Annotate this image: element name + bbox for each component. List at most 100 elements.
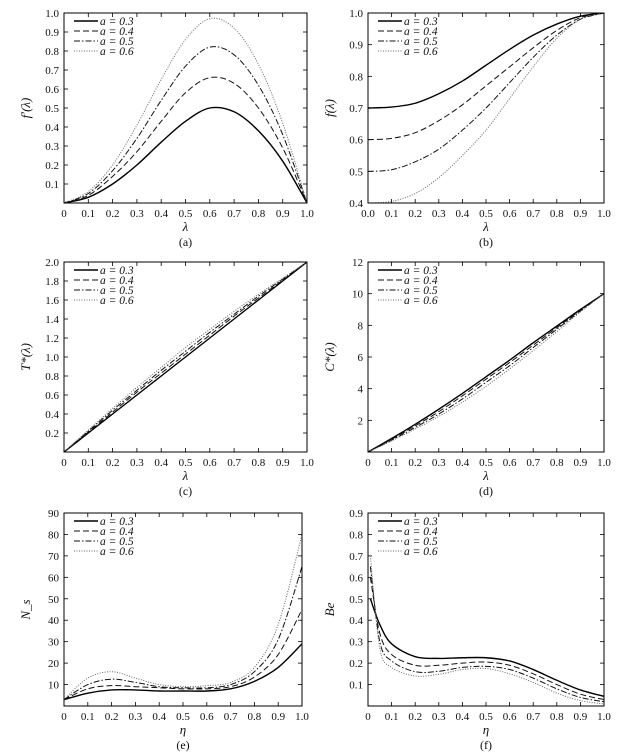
x-tick-label: 0.8 xyxy=(550,457,564,469)
y-tick-label: 0.9 xyxy=(349,40,363,52)
legend-label: a = 0.5 xyxy=(404,285,438,297)
y-tick-label: 1.4 xyxy=(45,314,59,326)
x-tick-label: 0.4 xyxy=(152,711,166,723)
y-axis-label: Be xyxy=(322,602,337,616)
x-tick-label: 1.0 xyxy=(300,208,314,220)
y-tick-label: 2 xyxy=(358,415,364,427)
x-tick-label: 0.6 xyxy=(203,208,217,220)
x-tick-label: 0.8 xyxy=(252,457,266,469)
y-tick-label: 0.1 xyxy=(45,179,59,191)
x-tick-label: 1.0 xyxy=(300,457,314,469)
series-line-06 xyxy=(64,534,302,700)
x-tick-label: 0.5 xyxy=(479,711,493,723)
legend-label: a = 0.3 xyxy=(404,16,438,28)
x-tick-label: 0.9 xyxy=(574,208,588,220)
series-line-04 xyxy=(64,609,302,701)
x-tick-label: 0.9 xyxy=(276,457,290,469)
panel-caption: (c) xyxy=(179,484,192,498)
x-tick-label: 0.6 xyxy=(503,711,517,723)
y-tick-label: 0.8 xyxy=(45,371,59,383)
x-tick-label: 1.0 xyxy=(597,208,611,220)
x-tick-label: 0.2 xyxy=(105,711,119,723)
legend-label: a = 0.5 xyxy=(100,36,134,48)
y-tick-label: 0.5 xyxy=(45,103,59,115)
x-tick-label: 0.7 xyxy=(526,457,540,469)
y-tick-label: 1.0 xyxy=(45,8,59,20)
y-tick-label: 10 xyxy=(48,680,60,692)
series-line-05 xyxy=(368,293,604,452)
panel-caption: (b) xyxy=(479,235,493,249)
x-tick-label: 0.9 xyxy=(271,711,285,723)
series-line-03 xyxy=(369,598,604,698)
y-tick-label: 0.3 xyxy=(45,141,59,153)
x-tick-label: 0.8 xyxy=(550,208,564,220)
series-line-04 xyxy=(64,262,307,452)
legend-label: a = 0.3 xyxy=(100,16,134,28)
y-tick-label: 40 xyxy=(48,615,60,627)
panel-c: 0 0.1 0.2 0.3 0.4 0.5 0.6 0.7 0.8 0.9 1.0 0.2 0.4 0.6… xyxy=(18,257,314,498)
series-line-03 xyxy=(64,106,307,203)
series-line-04 xyxy=(368,293,604,452)
series-line-03 xyxy=(368,13,604,109)
y-tick-label: 60 xyxy=(48,572,60,584)
x-tick-label: 0.3 xyxy=(432,457,446,469)
x-tick-label: 0.4 xyxy=(456,457,470,469)
y-axis-label: T*(λ) xyxy=(18,343,33,371)
legend-label: a = 0.3 xyxy=(404,265,438,277)
x-tick-label: 0 xyxy=(365,711,371,723)
x-tick-label: 1.0 xyxy=(295,711,309,723)
x-tick-label: 1.0 xyxy=(597,457,611,469)
x-tick-label: 0.1 xyxy=(81,711,95,723)
series-line-06 xyxy=(64,262,307,452)
legend-label: a = 0.4 xyxy=(100,526,134,538)
y-axis-label: f(λ) xyxy=(322,99,337,117)
x-tick-label: 0.4 xyxy=(456,711,470,723)
x-tick-label: 0.3 xyxy=(432,208,446,220)
y-tick-label: 0.4 xyxy=(45,409,59,421)
y-tick-label: 0.9 xyxy=(349,508,363,520)
x-tick-label: 0.3 xyxy=(432,711,446,723)
plot-frame xyxy=(367,261,605,453)
x-tick-label: 0.1 xyxy=(385,711,399,723)
y-tick-label: 0.3 xyxy=(349,637,363,649)
y-tick-label: 0.2 xyxy=(45,160,59,172)
plot-frame xyxy=(63,512,303,707)
legend-label: a = 0.4 xyxy=(100,26,134,38)
x-axis-label: η xyxy=(180,722,186,737)
series-line-03 xyxy=(368,293,604,452)
y-tick-label: 4 xyxy=(358,384,364,396)
series-line-04 xyxy=(368,13,604,141)
panel-d: 0 0.1 0.2 0.3 0.4 0.5 0.6 0.7 0.8 0.9 1.0 2 4 6 8 10 12 a… xyxy=(322,257,611,498)
x-tick-label: 0.3 xyxy=(129,711,143,723)
y-tick-label: 0.6 xyxy=(45,390,59,402)
panel-caption: (f) xyxy=(480,738,492,752)
x-tick-label: 0.2 xyxy=(408,208,422,220)
x-tick-label: 0.4 xyxy=(154,457,168,469)
y-tick-label: 0.2 xyxy=(349,658,363,670)
x-tick-label: 0.2 xyxy=(408,457,422,469)
x-tick-label: 0.6 xyxy=(503,208,517,220)
y-tick-label: 10 xyxy=(352,289,364,301)
legend-label: a = 0.6 xyxy=(404,546,438,558)
panel-caption: (e) xyxy=(176,738,189,752)
x-tick-label: 0.2 xyxy=(106,208,120,220)
panel-f: 0 0.1 0.2 0.3 0.4 0.5 0.6 0.7 0.8 0.9 1.0 0.1 0.2 0.3… xyxy=(322,508,611,752)
panel-e: 0 0.1 0.2 0.3 0.4 0.5 0.6 0.7 0.8 0.9 1.0 10 20 30 40 5… xyxy=(18,508,309,752)
x-axis-label: λ xyxy=(482,468,489,483)
series-line-03 xyxy=(64,262,307,452)
x-tick-label: 0.3 xyxy=(130,457,144,469)
panel-b: 0.0 0.1 0.2 0.3 0.4 0.5 0.6 0.7 0.8 0.9 1.0 0.4 0.5 0… xyxy=(322,8,611,249)
y-tick-label: 1.0 xyxy=(349,8,363,20)
legend-label: a = 0.4 xyxy=(404,26,438,38)
x-tick-label: 0.1 xyxy=(385,457,399,469)
legend-label: a = 0.4 xyxy=(404,275,438,287)
plot-frame xyxy=(63,261,308,453)
legend-label: a = 0.5 xyxy=(404,36,438,48)
series-line-04 xyxy=(64,76,307,203)
x-tick-label: 0 xyxy=(61,711,67,723)
series-line-05 xyxy=(64,46,307,203)
plot-frame xyxy=(63,12,308,204)
y-axis-label: f′(λ) xyxy=(18,98,33,119)
x-axis-label: λ xyxy=(182,219,189,234)
